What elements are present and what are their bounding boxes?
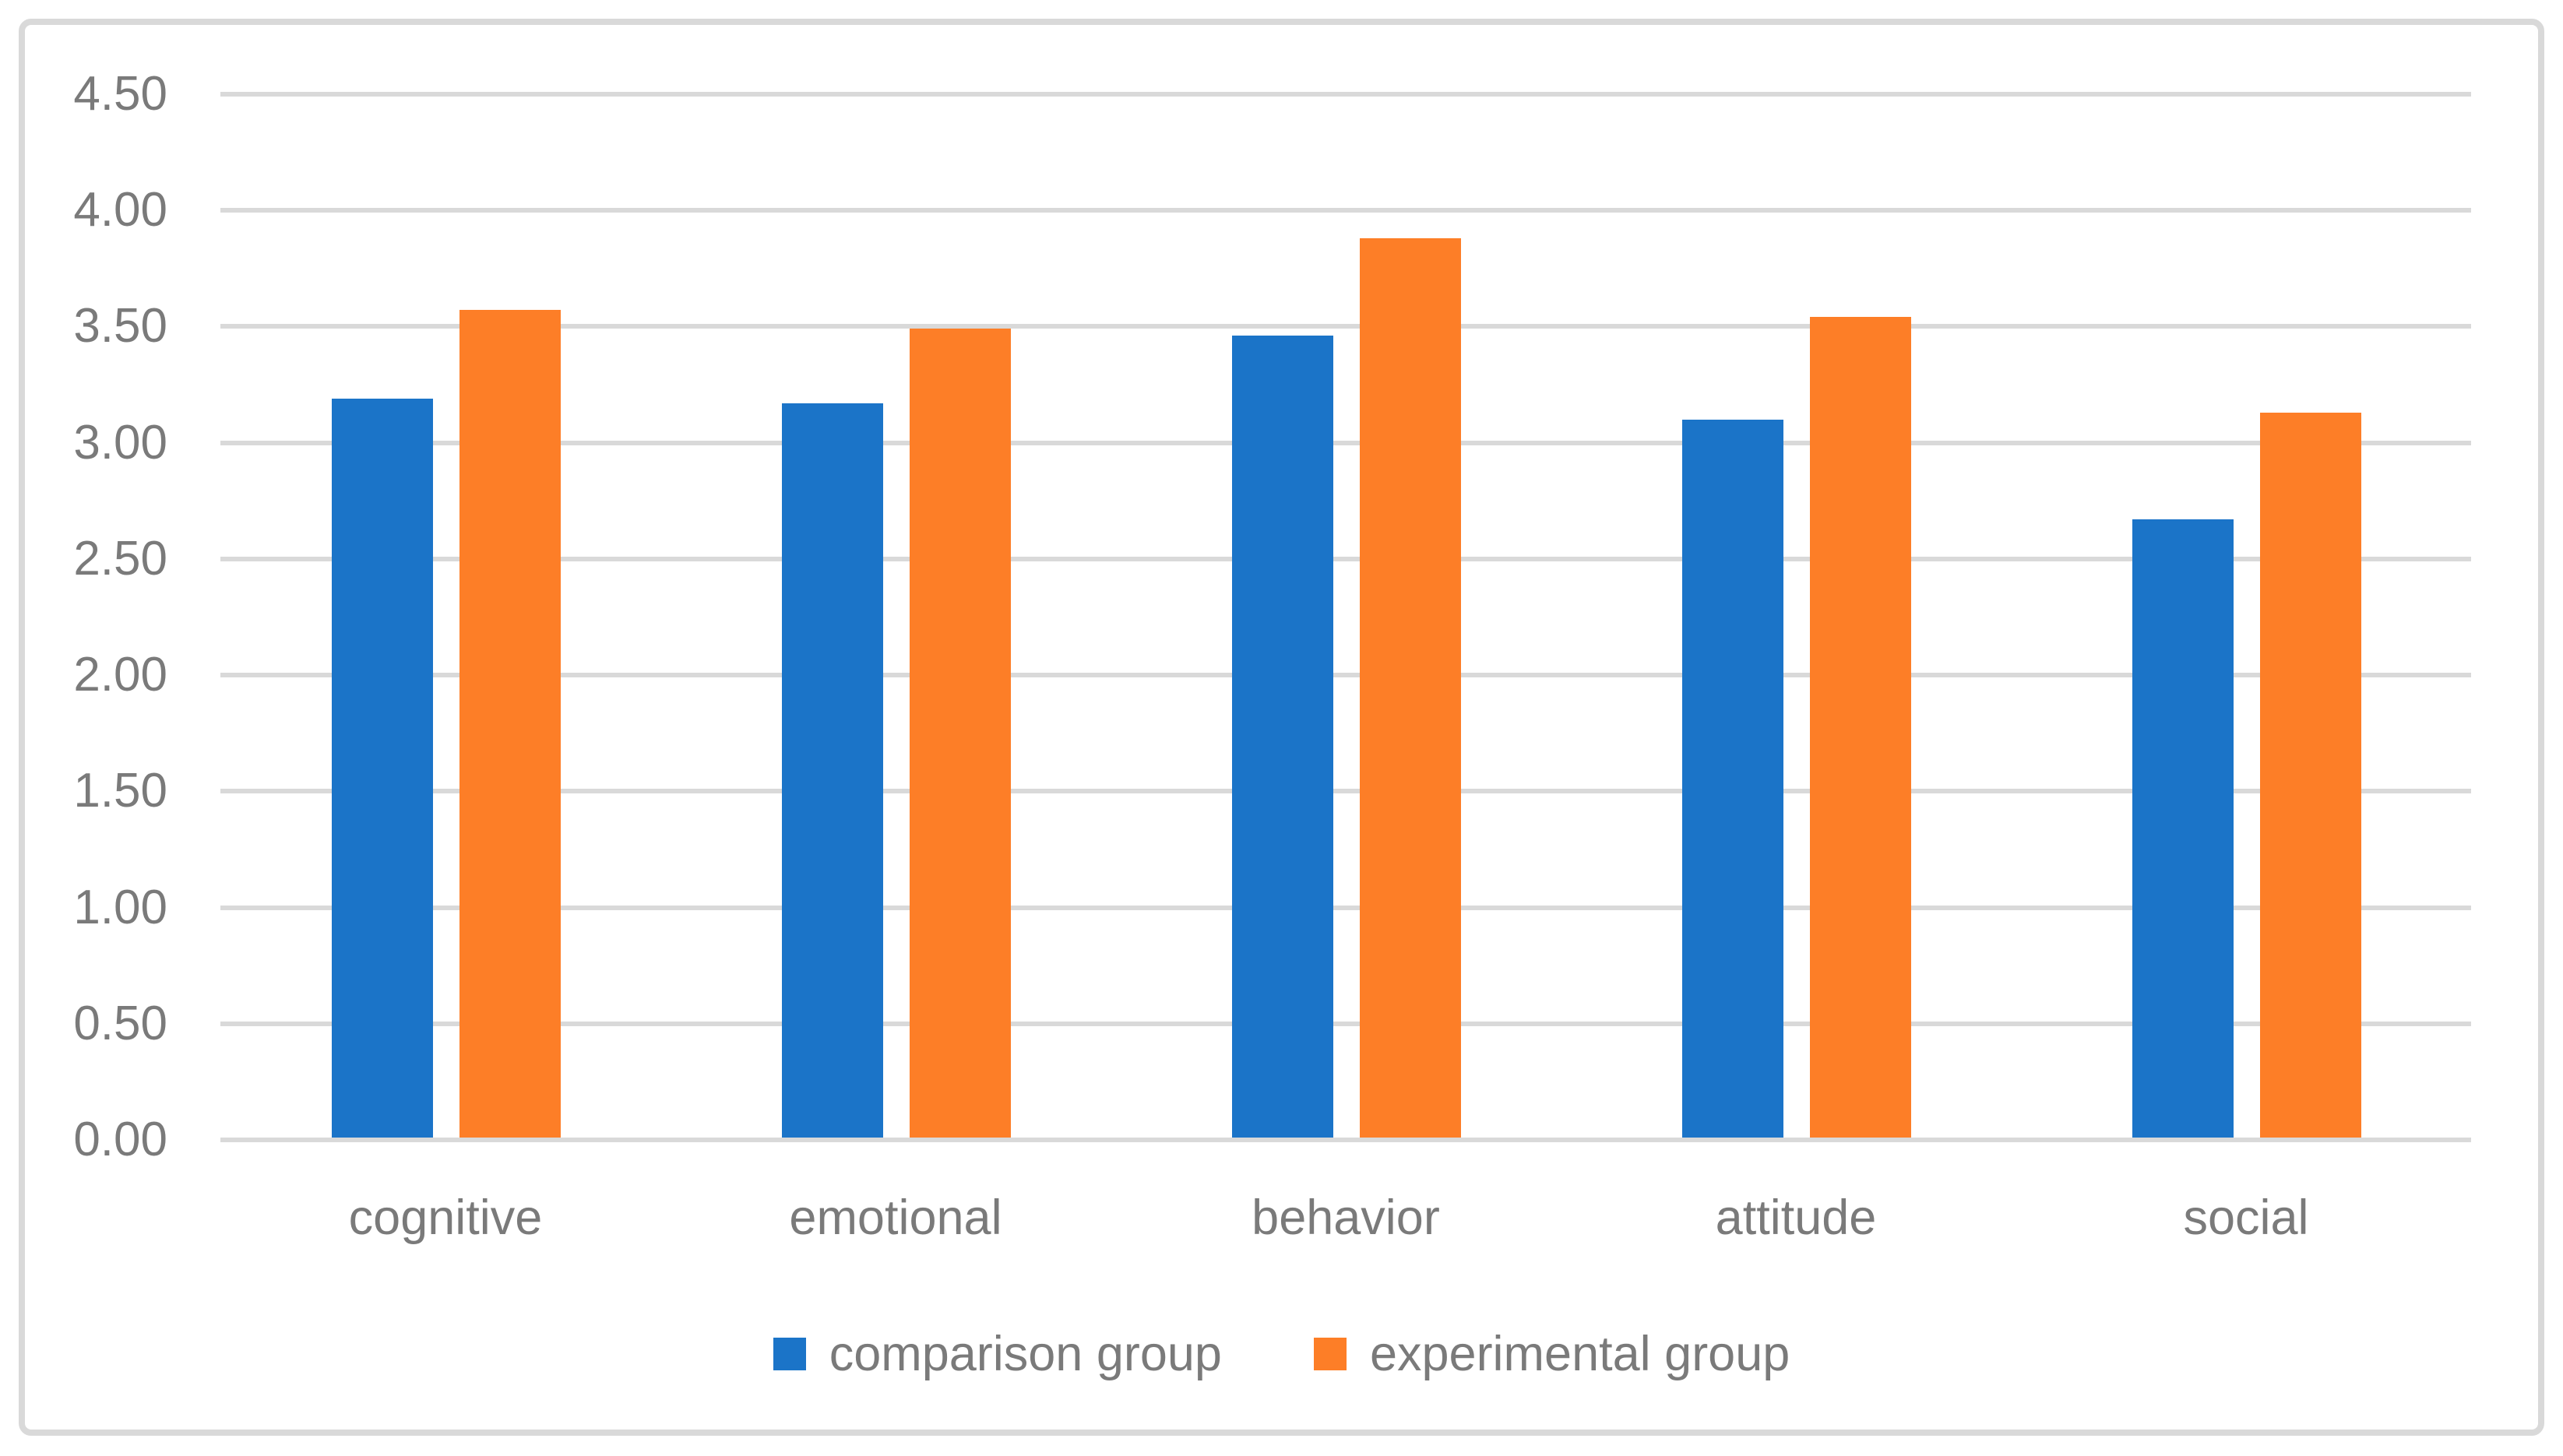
legend-item-comparison-group: comparison group: [773, 1327, 1222, 1381]
bar-experimental-attitude: [1810, 317, 1911, 1138]
bar-comparison-emotional: [782, 403, 883, 1138]
y-axis-tick-label: 0.00: [73, 1113, 167, 1166]
legend-label-experimental-group: experimental group: [1369, 1327, 1790, 1381]
x-axis-category-label: emotional: [789, 1190, 1002, 1245]
legend-label-comparison-group: comparison group: [829, 1327, 1222, 1381]
gridline: [220, 440, 2471, 445]
y-axis-tick-label: 3.50: [73, 299, 167, 353]
bar-experimental-cognitive: [459, 310, 561, 1138]
gridline: [220, 91, 2471, 97]
legend: comparison group experimental group: [0, 1327, 2563, 1381]
legend-swatch-experimental-group-icon: [1313, 1338, 1347, 1370]
x-axis-category-label: social: [2183, 1190, 2309, 1245]
bar-experimental-social: [2260, 412, 2361, 1138]
gridline: [220, 789, 2471, 794]
bar-comparison-cognitive: [332, 398, 433, 1138]
gridline: [220, 905, 2471, 910]
gridline: [220, 324, 2471, 329]
chart-border: [19, 19, 2544, 1436]
x-axis-category-label: behavior: [1252, 1190, 1440, 1245]
gridline: [220, 208, 2471, 213]
y-axis-tick-label: 2.00: [73, 648, 167, 702]
y-axis-tick-label: 1.00: [73, 880, 167, 934]
bar-experimental-emotional: [910, 329, 1011, 1138]
legend-item-experimental-group: experimental group: [1313, 1327, 1790, 1381]
bar-comparison-attitude: [1682, 419, 1783, 1138]
legend-swatch-comparison-group-icon: [773, 1338, 806, 1370]
x-axis-category-label: attitude: [1715, 1190, 1877, 1245]
y-axis-tick-label: 0.50: [73, 996, 167, 1050]
y-axis-tick-label: 4.00: [73, 183, 167, 237]
y-axis-tick-label: 3.00: [73, 415, 167, 470]
y-axis-tick-label: 2.50: [73, 531, 167, 586]
gridline: [220, 673, 2471, 677]
x-axis-category-label: cognitive: [348, 1190, 543, 1245]
bar-experimental-behavior: [1360, 237, 1461, 1138]
bar-comparison-social: [2132, 519, 2234, 1138]
y-axis-tick-label: 1.50: [73, 764, 167, 818]
gridline: [220, 1138, 2471, 1142]
gridline: [220, 1021, 2471, 1026]
y-axis-tick-label: 4.50: [73, 66, 167, 121]
bar-comparison-behavior: [1232, 336, 1333, 1138]
gridline: [220, 556, 2471, 561]
